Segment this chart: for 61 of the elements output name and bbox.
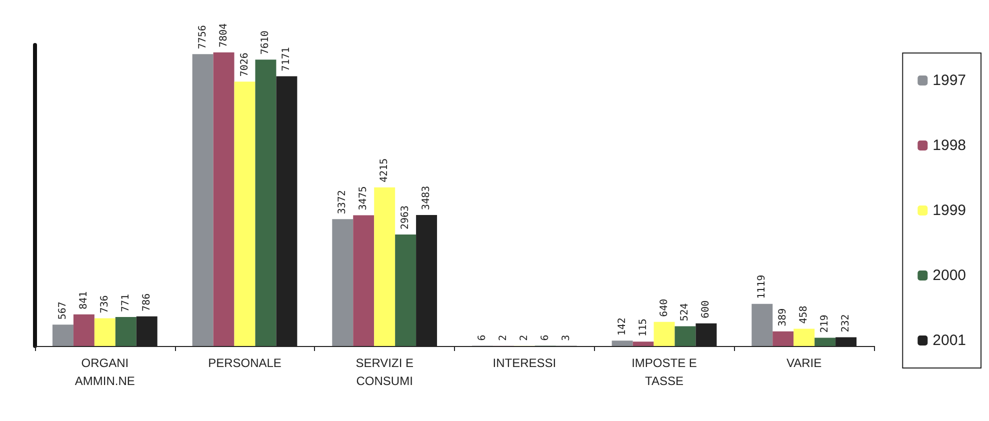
bar xyxy=(632,342,654,346)
data-label: 736 xyxy=(99,295,110,314)
x-tick-label: IMPOSTE E TASSE xyxy=(632,356,697,388)
data-label: 6 xyxy=(540,334,551,341)
data-label: 3372 xyxy=(337,190,348,214)
data-label: 6 xyxy=(476,334,488,341)
data-label: 3475 xyxy=(358,186,370,210)
bar xyxy=(674,326,696,346)
data-label: 2963 xyxy=(400,205,412,230)
data-label: 4215 xyxy=(379,158,390,182)
data-label: 458 xyxy=(798,306,810,324)
bar xyxy=(52,324,74,346)
bar xyxy=(94,318,116,346)
data-label: 7756 xyxy=(197,25,208,50)
data-label: 841 xyxy=(78,291,90,310)
data-label: 232 xyxy=(840,314,852,332)
data-label: 115 xyxy=(638,318,649,337)
data-label: 7804 xyxy=(218,23,230,48)
bar xyxy=(374,187,396,346)
data-label: 3 xyxy=(560,334,572,341)
bar xyxy=(772,331,794,346)
legend-label: 1998 xyxy=(932,137,966,154)
data-label: 640 xyxy=(658,298,670,317)
x-tick-label: PERSONALE xyxy=(208,356,282,370)
bar xyxy=(353,215,374,346)
bar xyxy=(794,328,815,346)
bar xyxy=(192,54,214,346)
data-label: 524 xyxy=(680,303,691,322)
data-label: 7026 xyxy=(239,52,250,77)
legend-label: 2001 xyxy=(932,332,966,349)
bar xyxy=(654,322,675,346)
data-label: 389 xyxy=(778,308,789,326)
data-label: 219 xyxy=(820,314,831,333)
bar xyxy=(332,219,354,346)
x-tick-label: INTERESSI xyxy=(492,356,556,370)
x-tick-label: SERVIZI E CONSUMI xyxy=(356,356,414,388)
bar xyxy=(752,304,773,346)
data-label: 600 xyxy=(700,300,712,318)
bar xyxy=(234,82,256,346)
bar xyxy=(255,60,276,346)
data-label: 2 xyxy=(518,334,530,341)
legend-label: 2000 xyxy=(932,267,966,284)
legend-label: 1997 xyxy=(932,72,966,89)
bar xyxy=(73,314,94,346)
data-label: 771 xyxy=(120,294,132,312)
data-label: 786 xyxy=(141,293,152,312)
data-label: 142 xyxy=(616,318,628,336)
x-tick-label: VARIE xyxy=(786,356,822,370)
bar xyxy=(814,338,836,346)
x-tick-label: ORGANI AMMIN.NE xyxy=(74,356,135,388)
legend-label: 1999 xyxy=(932,202,966,219)
data-label: 7171 xyxy=(281,47,292,72)
data-label: 7610 xyxy=(260,30,272,55)
bar xyxy=(395,234,416,346)
bar xyxy=(612,340,633,346)
data-label: 567 xyxy=(57,302,68,320)
data-label: 3483 xyxy=(421,186,432,210)
bar xyxy=(115,316,136,346)
data-label: 1119 xyxy=(756,274,768,299)
data-label: 2 xyxy=(498,334,509,341)
bar xyxy=(213,52,234,346)
